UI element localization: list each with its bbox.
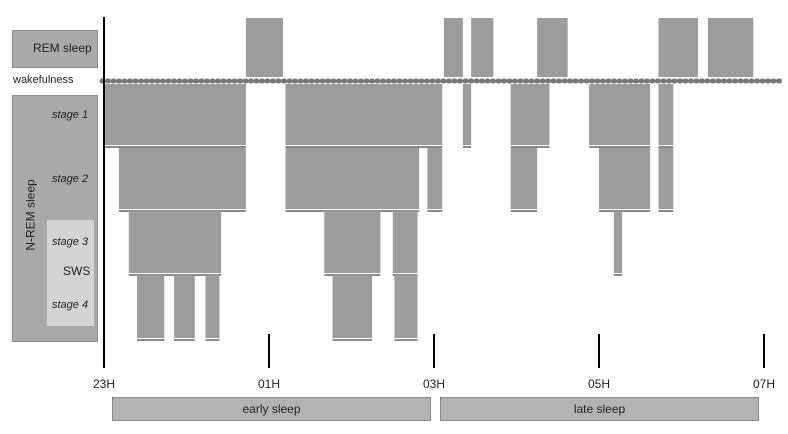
stage4-label: stage 4 <box>52 299 89 311</box>
sws-label: SWS <box>63 264 91 278</box>
phase-bar-late: late sleep <box>440 397 759 421</box>
rem-label: REM sleep <box>33 41 92 55</box>
stage4-block-edge-6 <box>205 339 220 341</box>
stage1-block-edge-17 <box>589 146 651 148</box>
stage3-block-11 <box>392 211 418 273</box>
stage3-block-3 <box>128 211 222 273</box>
phase-bar-early: early sleep <box>112 397 431 421</box>
stage1-block-edge-7 <box>285 146 443 148</box>
x-tick-label-1: 23H <box>93 377 115 391</box>
stage2-block-edge-13 <box>427 210 443 212</box>
stage4-block-12 <box>394 275 418 338</box>
stage1-block-edge-15 <box>510 146 550 148</box>
stage1-block-edge-14 <box>462 146 472 148</box>
stage2-block-edge-16 <box>510 210 538 212</box>
stage2-label: stage 2 <box>52 173 89 185</box>
phase-label-early: early sleep <box>242 402 301 416</box>
stage1-block-15 <box>510 84 550 145</box>
stage3-block-19 <box>613 211 623 273</box>
rem-episode-1 <box>245 18 284 77</box>
stage4-block-edge-12 <box>394 339 418 341</box>
stage3-block-edge-19 <box>613 274 623 276</box>
stage2-block-8 <box>285 148 420 209</box>
rem-episode-6 <box>707 18 754 77</box>
stage3-block-9 <box>324 211 381 273</box>
stage2-block-2 <box>118 148 246 209</box>
rem-episode-3 <box>471 18 494 77</box>
rem-episode-2 <box>443 18 463 77</box>
stage4-block-6 <box>205 275 220 338</box>
stage1-block-20 <box>658 84 674 145</box>
stage1-block-17 <box>589 84 651 145</box>
stage2-block-edge-18 <box>599 210 651 212</box>
rem-label-box <box>12 30 98 68</box>
stage1-block-edge-1 <box>104 146 246 148</box>
stage1-block-7 <box>285 84 443 145</box>
stage4-block-5 <box>174 275 195 338</box>
stage4-block-10 <box>332 275 373 338</box>
stage4-block-4 <box>137 275 165 338</box>
sws-label-box <box>47 220 94 326</box>
x-tick-label-2: 01H <box>258 377 280 391</box>
stage4-block-edge-4 <box>137 339 165 341</box>
wakefulness-label: wakefulness <box>13 74 74 86</box>
stage2-block-18 <box>599 148 651 209</box>
stage4-block-edge-10 <box>332 339 373 341</box>
stage2-block-13 <box>427 148 443 209</box>
x-tick-label-3: 03H <box>423 377 445 391</box>
stage1-label: stage 1 <box>52 109 89 121</box>
rem-episode-5 <box>658 18 698 77</box>
stage4-block-edge-5 <box>174 339 195 341</box>
rem-episode-4 <box>537 18 568 77</box>
stage3-label: stage 3 <box>52 236 89 248</box>
stage2-block-21 <box>658 148 674 209</box>
stage1-block-1 <box>104 84 246 145</box>
stage1-block-edge-20 <box>658 146 674 148</box>
phase-label-late: late sleep <box>573 402 626 416</box>
stage2-block-edge-21 <box>658 210 674 212</box>
stage2-block-16 <box>510 148 538 209</box>
stage1-block-14 <box>462 84 472 145</box>
x-tick-label-4: 05H <box>588 377 610 391</box>
x-tick-label-5: 07H <box>753 377 775 391</box>
